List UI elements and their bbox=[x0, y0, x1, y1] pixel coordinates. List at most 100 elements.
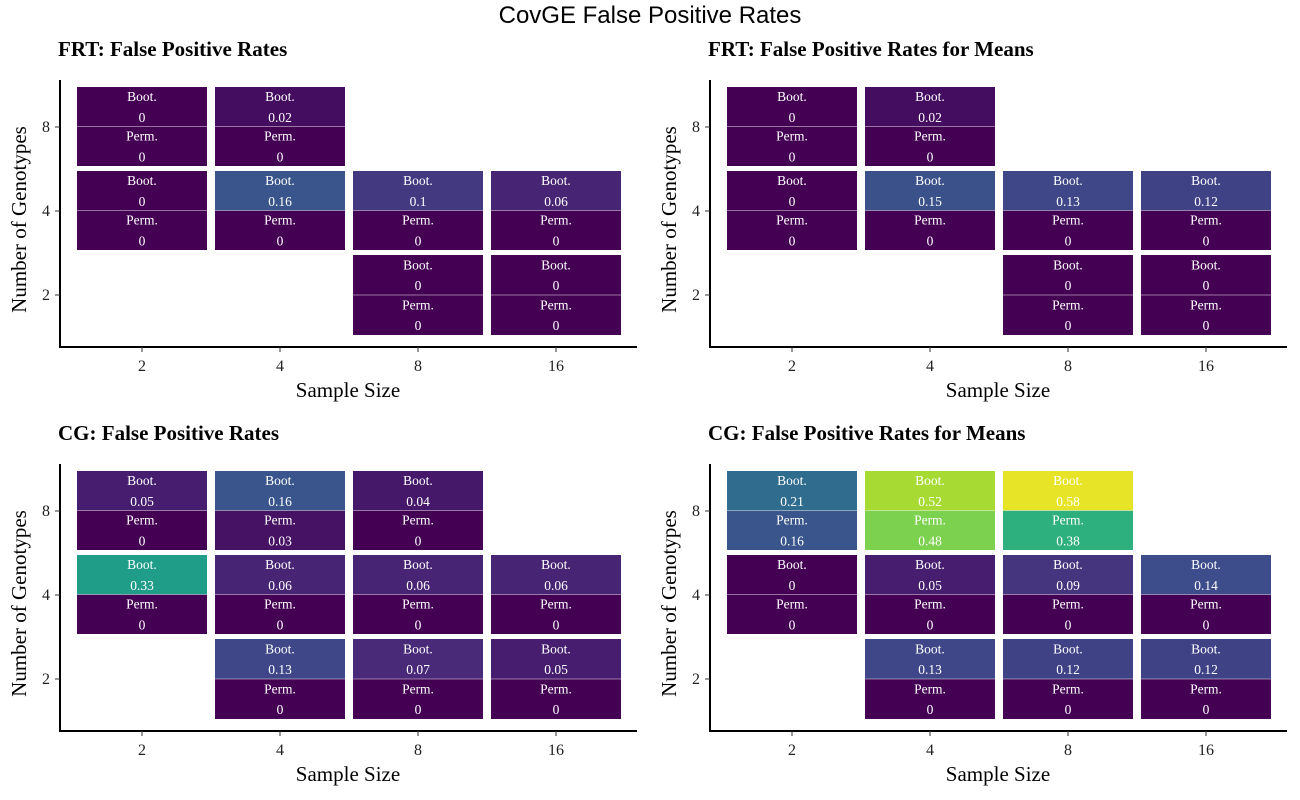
x-tick-label: 2 bbox=[788, 358, 796, 375]
heatmap-cell: Boot. 0.07 Perm. 0 bbox=[353, 639, 483, 719]
heatmap-cell: Boot. 0.05 Perm. 0 bbox=[865, 555, 995, 634]
perm-value: 0 bbox=[139, 533, 146, 548]
heatmap-cell: Boot. 0.06 Perm. 0 bbox=[491, 171, 621, 250]
y-axis-label: Number of Genotypes bbox=[7, 126, 31, 313]
boot-label: Boot. bbox=[127, 473, 157, 488]
heatmap-frt-rates: FRT: False Positive RatesBoot.0Perm.0Boo… bbox=[7, 37, 637, 402]
boot-label: Boot. bbox=[1053, 257, 1083, 272]
perm-label: Perm. bbox=[264, 597, 296, 612]
perm-value: 0 bbox=[553, 318, 560, 333]
perm-tile bbox=[353, 510, 483, 550]
boot-value: 0.05 bbox=[544, 662, 568, 677]
boot-label: Boot. bbox=[265, 641, 295, 656]
panel-title: CG: False Positive Rates for Means bbox=[708, 421, 1025, 445]
boot-value: 0.12 bbox=[1056, 662, 1080, 677]
heatmap-cell: Boot. 0 Perm. 0 bbox=[727, 87, 857, 166]
heatmap-cell: Boot. 0.14 Perm. 0 bbox=[1141, 555, 1271, 634]
x-tick-label: 4 bbox=[276, 358, 284, 375]
perm-label: Perm. bbox=[402, 297, 434, 312]
boot-tile bbox=[1003, 639, 1133, 679]
boot-tile bbox=[1141, 639, 1271, 679]
perm-value: 0 bbox=[1065, 702, 1072, 717]
boot-label: Boot. bbox=[915, 473, 945, 488]
perm-tile bbox=[215, 594, 345, 634]
perm-tile bbox=[491, 295, 621, 335]
boot-tile bbox=[353, 255, 483, 295]
boot-value: 0 bbox=[789, 578, 796, 593]
heatmap-frt-means: FRT: False Positive Rates for Means Boot.… bbox=[657, 37, 1287, 402]
boot-value: 0.02 bbox=[268, 110, 292, 125]
heatmap-cell: Boot. 0.16 Perm. 0 bbox=[215, 171, 345, 250]
heatmap-cell: Boot. 0 Perm. 0 bbox=[77, 87, 207, 166]
boot-value: 0 bbox=[553, 278, 560, 293]
boot-tile bbox=[1141, 255, 1271, 295]
perm-label: Perm. bbox=[126, 213, 158, 228]
boot-label: Boot. bbox=[1053, 473, 1083, 488]
boot-label: Boot. bbox=[403, 557, 433, 572]
perm-tile bbox=[1141, 295, 1271, 335]
boot-tile bbox=[491, 639, 621, 679]
boot-tile bbox=[727, 471, 857, 511]
boot-value: 0.12 bbox=[1194, 662, 1218, 677]
y-tick-label: 8 bbox=[42, 503, 50, 520]
perm-tile bbox=[353, 295, 483, 335]
y-axis-label: Number of Genotypes bbox=[657, 126, 681, 313]
heatmap-cell: Boot. 0 Perm. 0 bbox=[727, 171, 857, 250]
perm-tile bbox=[77, 126, 207, 166]
perm-value: 0 bbox=[139, 149, 146, 164]
perm-tile bbox=[1141, 210, 1271, 250]
boot-label: Boot. bbox=[541, 641, 571, 656]
perm-label: Perm. bbox=[126, 129, 158, 144]
boot-label: Boot. bbox=[265, 557, 295, 572]
boot-label: Boot. bbox=[541, 257, 571, 272]
panel-frt-rates: FRT: False Positive Rates Boot. 0 Perm. 0 Boo… bbox=[0, 30, 640, 416]
perm-value: 0 bbox=[1065, 233, 1072, 248]
perm-value: 0 bbox=[1203, 702, 1210, 717]
perm-tile bbox=[1141, 679, 1271, 719]
boot-tile bbox=[353, 471, 483, 511]
boot-value: 0 bbox=[139, 194, 146, 209]
heatmap-cell: Boot. 0.16 Perm. 0.03 bbox=[215, 471, 345, 550]
perm-tile bbox=[353, 679, 483, 719]
perm-tile bbox=[1003, 594, 1133, 634]
perm-tile bbox=[865, 594, 995, 634]
perm-value: 0 bbox=[553, 702, 560, 717]
boot-tile bbox=[353, 171, 483, 211]
boot-tile bbox=[215, 471, 345, 511]
boot-value: 0 bbox=[1065, 278, 1072, 293]
y-tick-label: 8 bbox=[692, 119, 700, 136]
perm-label: Perm. bbox=[264, 513, 296, 528]
boot-label: Boot. bbox=[127, 557, 157, 572]
perm-tile bbox=[865, 126, 995, 166]
perm-label: Perm. bbox=[1052, 213, 1084, 228]
heatmap-cell: Boot. 0.06 Perm. 0 bbox=[215, 555, 345, 634]
heatmap-cell: Boot. 0.13 Perm. 0 bbox=[215, 639, 345, 719]
heatmap-cell: Boot. 0 Perm. 0 bbox=[77, 171, 207, 250]
boot-tile bbox=[727, 87, 857, 127]
heatmap-cell: Boot. 0.09 Perm. 0 bbox=[1003, 555, 1133, 634]
boot-value: 0.06 bbox=[544, 194, 568, 209]
perm-label: Perm. bbox=[914, 213, 946, 228]
perm-tile bbox=[491, 679, 621, 719]
boot-value: 0.21 bbox=[780, 494, 804, 509]
y-tick-label: 2 bbox=[692, 287, 700, 304]
perm-value: 0 bbox=[927, 702, 934, 717]
boot-value: 0.58 bbox=[1056, 494, 1080, 509]
heatmap-cell: Boot. 0 Perm. 0 bbox=[1003, 255, 1133, 335]
boot-label: Boot. bbox=[915, 557, 945, 572]
boot-label: Boot. bbox=[915, 89, 945, 104]
perm-label: Perm. bbox=[914, 513, 946, 528]
y-tick-label: 4 bbox=[42, 203, 50, 220]
boot-label: Boot. bbox=[403, 257, 433, 272]
perm-label: Perm. bbox=[1052, 597, 1084, 612]
y-tick-label: 2 bbox=[42, 287, 50, 304]
heatmap-cell: Boot. 0.12 Perm. 0 bbox=[1141, 639, 1271, 719]
perm-label: Perm. bbox=[402, 681, 434, 696]
boot-label: Boot. bbox=[541, 173, 571, 188]
heatmap-cell: Boot. 0 Perm. 0 bbox=[491, 255, 621, 335]
boot-label: Boot. bbox=[403, 641, 433, 656]
boot-label: Boot. bbox=[777, 173, 807, 188]
heatmap-cell: Boot. 0.02 Perm. 0 bbox=[865, 87, 995, 166]
boot-tile bbox=[353, 555, 483, 595]
boot-tile bbox=[1003, 555, 1133, 595]
